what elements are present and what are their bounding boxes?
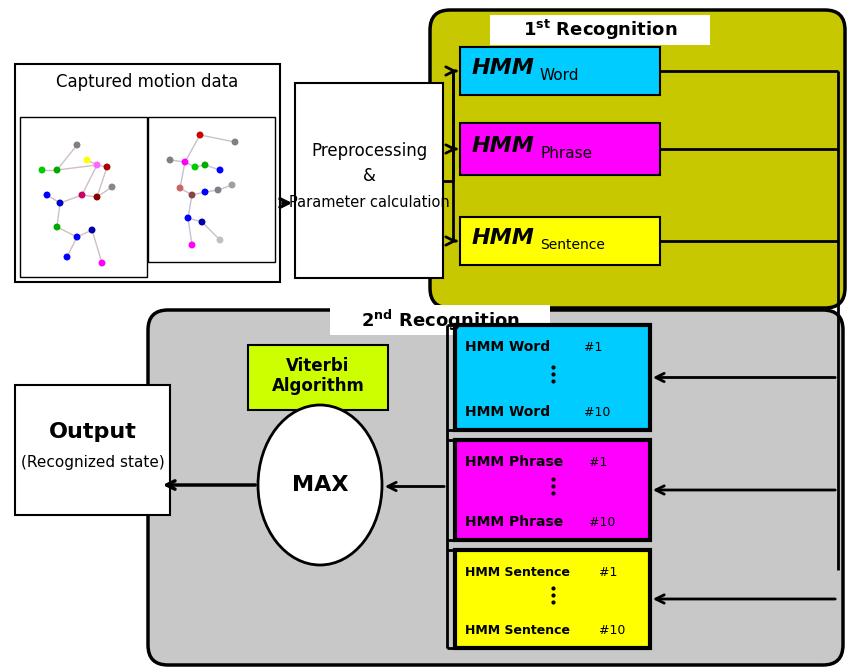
Point (228, 137, 242, 147)
Text: #1: #1 (580, 340, 603, 354)
Bar (15, 64, 280, 282)
Point (50, 165, 64, 176)
Text: Parameter calculation: Parameter calculation (289, 195, 450, 210)
Text: #1: #1 (585, 456, 607, 468)
Point (181, 212, 195, 223)
Point (86, 224, 99, 235)
Text: HMM Sentence: HMM Sentence (465, 624, 570, 636)
Point (60, 252, 74, 263)
Bar (330, 305, 550, 335)
Text: #10: #10 (580, 405, 610, 419)
Text: Sentence: Sentence (540, 238, 604, 252)
Text: Word: Word (540, 68, 580, 82)
Text: Algorithm: Algorithm (272, 377, 364, 395)
Text: HMM: HMM (472, 136, 535, 156)
Text: #10: #10 (595, 624, 625, 636)
Bar (460, 47, 660, 95)
Bar (455, 440, 650, 540)
Point (50, 222, 64, 232)
Text: HMM Phrase: HMM Phrase (465, 515, 563, 529)
Bar (455, 550, 650, 648)
Point (70, 232, 84, 243)
Text: HMM Word: HMM Word (465, 340, 550, 354)
Point (75, 190, 89, 200)
Text: HMM Sentence: HMM Sentence (465, 565, 570, 578)
Point (225, 180, 239, 190)
Text: Captured motion data: Captured motion data (56, 73, 239, 91)
Ellipse shape (258, 405, 382, 565)
Text: (Recognized state): (Recognized state) (21, 454, 164, 470)
Point (188, 161, 202, 172)
Point (186, 240, 199, 251)
Point (198, 159, 212, 170)
Text: &: & (363, 167, 375, 184)
Bar (295, 83, 443, 278)
Bar (248, 345, 388, 410)
Text: HMM: HMM (472, 228, 535, 248)
Bar (455, 325, 650, 430)
Point (90, 159, 103, 170)
Bar (15, 385, 170, 515)
Bar (490, 15, 710, 45)
FancyBboxPatch shape (430, 10, 845, 308)
Text: #1: #1 (595, 565, 617, 578)
Point (105, 182, 119, 192)
Point (53, 198, 67, 208)
Text: 2$\mathbf{^{nd}}$ Recognition: 2$\mathbf{^{nd}}$ Recognition (361, 308, 520, 332)
Text: Preprocessing: Preprocessing (311, 141, 428, 159)
Text: Phrase: Phrase (540, 145, 593, 161)
Point (195, 216, 209, 227)
Point (211, 185, 225, 196)
Point (40, 190, 54, 200)
Point (100, 161, 114, 172)
Point (198, 187, 212, 198)
Bar (20, 117, 147, 277)
Text: Viterbi: Viterbi (286, 356, 350, 375)
Text: HMM: HMM (472, 58, 535, 78)
Point (163, 155, 177, 165)
Bar (460, 123, 660, 175)
Point (90, 192, 103, 202)
Text: HMM Phrase: HMM Phrase (465, 455, 563, 469)
Text: #10: #10 (585, 515, 616, 529)
Point (35, 165, 49, 176)
Text: Output: Output (49, 422, 137, 442)
Text: HMM Word: HMM Word (465, 405, 550, 419)
Point (193, 129, 207, 140)
Bar (148, 117, 275, 262)
FancyBboxPatch shape (148, 310, 843, 665)
Text: 1$\mathbf{^{st}}$ Recognition: 1$\mathbf{^{st}}$ Recognition (522, 18, 677, 42)
Point (80, 155, 94, 165)
Point (95, 258, 109, 269)
Text: MAX: MAX (292, 475, 348, 495)
Point (213, 234, 227, 245)
Point (174, 183, 187, 194)
Point (213, 165, 227, 176)
Bar (460, 217, 660, 265)
Point (186, 190, 199, 200)
Point (178, 157, 192, 168)
Point (70, 139, 84, 150)
